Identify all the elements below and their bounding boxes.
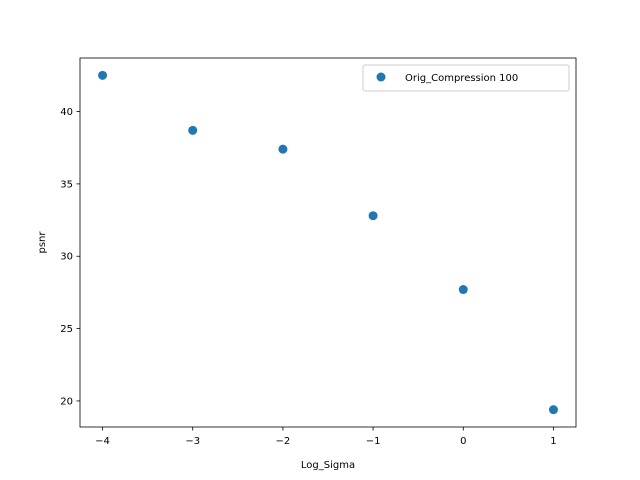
y-tick-label: 25 — [60, 324, 73, 335]
y-tick-label: 35 — [60, 179, 73, 190]
x-tick-label: −2 — [276, 436, 291, 447]
data-point — [188, 125, 198, 135]
axis-ticks: −4 −3 −2 −1 0 1 20 25 30 35 40 — [60, 107, 556, 447]
x-tick-label: −1 — [366, 436, 381, 447]
plot-frame — [79, 57, 577, 428]
y-tick-label: 20 — [60, 396, 73, 407]
x-tick-label: 1 — [550, 436, 556, 447]
data-point — [368, 211, 378, 221]
legend-label: Orig_Compression 100 — [405, 73, 518, 84]
y-tick-label: 30 — [60, 252, 73, 263]
legend-box — [362, 64, 570, 92]
data-point — [278, 144, 288, 154]
x-tick-label: −4 — [95, 436, 110, 447]
data-points — [98, 70, 558, 415]
y-axis-label: psnr — [37, 231, 48, 254]
legend-marker — [376, 72, 386, 82]
x-tick-label: 0 — [460, 436, 466, 447]
x-axis-label: Log_Sigma — [301, 460, 355, 471]
legend: Orig_Compression 100 — [362, 64, 570, 92]
data-point — [458, 285, 468, 295]
data-point — [548, 405, 558, 415]
y-tick-label: 40 — [60, 107, 73, 118]
plot-area — [80, 58, 576, 427]
x-tick-label: −3 — [185, 436, 200, 447]
data-point — [98, 70, 108, 80]
